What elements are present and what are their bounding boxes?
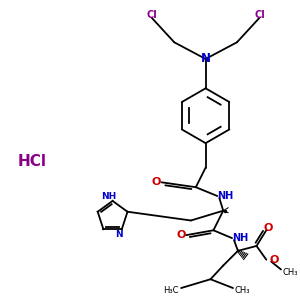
Text: O: O (152, 177, 161, 187)
Text: NH: NH (101, 193, 116, 202)
Text: O: O (264, 223, 273, 233)
Text: N: N (201, 52, 211, 65)
Text: CH₃: CH₃ (235, 286, 250, 296)
Text: Cl: Cl (254, 10, 265, 20)
Text: N: N (115, 230, 123, 238)
Text: O: O (176, 230, 186, 240)
Text: HCl: HCl (18, 154, 47, 169)
Text: H₃C: H₃C (164, 286, 179, 296)
Text: NH: NH (232, 233, 248, 243)
Text: NH: NH (217, 191, 233, 201)
Text: Cl: Cl (146, 10, 157, 20)
Text: O: O (269, 255, 279, 265)
Text: CH₃: CH₃ (283, 268, 298, 277)
